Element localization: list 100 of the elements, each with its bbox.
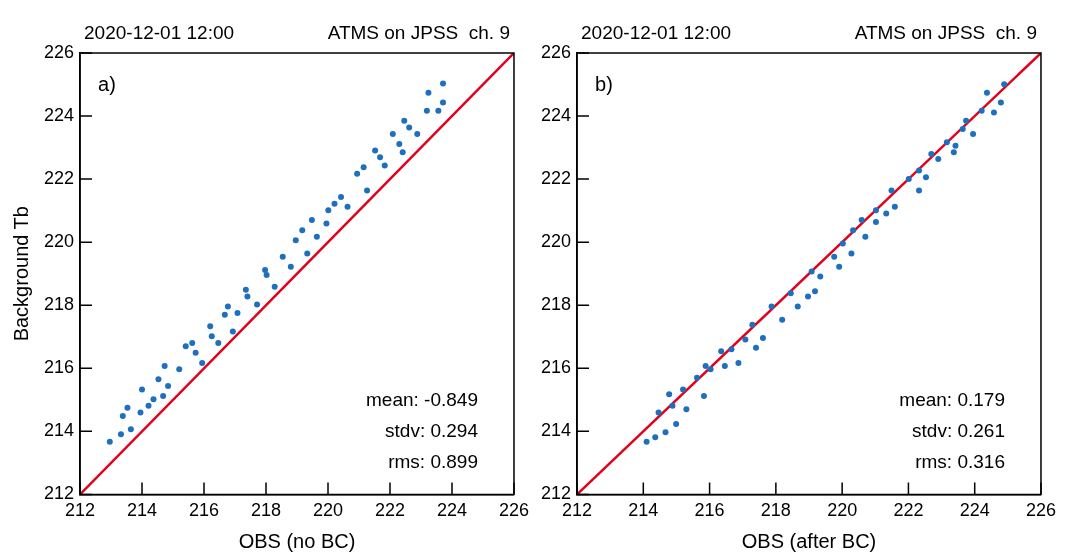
point [271, 283, 278, 290]
point [662, 429, 669, 436]
point [749, 321, 756, 328]
point [124, 404, 131, 411]
point [891, 203, 898, 210]
x-tick-label: 216 [188, 500, 220, 521]
y-tick-label: 222 [540, 168, 572, 189]
point [850, 227, 857, 234]
x-tick-label: 214 [628, 500, 659, 521]
point [425, 89, 432, 96]
point [199, 359, 206, 366]
point [836, 263, 843, 270]
y-tick-label: 224 [540, 105, 572, 126]
point [406, 124, 413, 131]
y-tick-label: 226 [540, 41, 572, 62]
point [721, 363, 728, 370]
point [922, 174, 929, 181]
point [263, 271, 270, 278]
x-tick-label: 220 [312, 500, 344, 521]
point [700, 393, 707, 400]
point [207, 323, 214, 330]
x-tick-label: 224 [959, 500, 990, 521]
chart-subtitle: ATMS on JPSS ch. 9 [854, 22, 1037, 43]
point [831, 253, 838, 260]
y-tick-label: 218 [43, 294, 75, 315]
point [364, 187, 371, 194]
y-tick-label: 218 [540, 294, 572, 315]
point [208, 333, 215, 340]
y-tick-label: 220 [540, 231, 572, 252]
point [905, 176, 912, 183]
point [848, 250, 855, 257]
point [221, 311, 228, 318]
y-tick-label: 216 [43, 357, 75, 378]
point [858, 217, 865, 224]
point [399, 149, 406, 156]
point [779, 316, 786, 323]
point [313, 233, 320, 240]
point [970, 131, 977, 138]
point [997, 99, 1004, 106]
point [182, 343, 189, 350]
point [694, 374, 700, 381]
point [160, 393, 167, 400]
point [229, 328, 236, 335]
point [299, 227, 306, 234]
point [106, 438, 113, 445]
point [728, 346, 735, 353]
chart-title: 2020-12-01 12:00 [581, 22, 732, 43]
point [950, 149, 957, 156]
x-tick-label: 214 [127, 500, 158, 521]
point [718, 348, 725, 355]
x-tick-label: 226 [1025, 500, 1057, 521]
point [401, 117, 408, 124]
point [655, 409, 662, 416]
point [396, 141, 403, 148]
point [673, 421, 680, 428]
point [808, 268, 815, 275]
point [680, 386, 687, 393]
point [215, 340, 222, 347]
y-tick-label: 214 [540, 420, 572, 441]
point [787, 290, 794, 297]
point [325, 207, 332, 214]
point [192, 349, 199, 356]
y-axis-title: Background Tb [9, 206, 32, 342]
point [805, 293, 812, 300]
point [308, 217, 315, 224]
point [304, 250, 311, 257]
x-tick-label: 218 [760, 500, 791, 521]
y-tick-label: 220 [43, 231, 75, 252]
point [839, 240, 846, 247]
point [862, 233, 869, 240]
point [360, 164, 367, 171]
point [440, 80, 446, 87]
point [119, 412, 126, 419]
x-tick-label: 218 [250, 500, 282, 521]
point [669, 402, 676, 409]
point [652, 434, 659, 441]
point [742, 336, 749, 343]
point [189, 340, 196, 347]
point [165, 382, 172, 389]
point [254, 301, 261, 308]
point [145, 402, 152, 409]
point [811, 288, 818, 295]
y-tick-label: 226 [43, 41, 75, 62]
x-axis-title: OBS (no BC) [238, 529, 356, 552]
point [928, 150, 935, 157]
point [952, 142, 959, 149]
point [292, 237, 299, 244]
y-tick-label: 222 [43, 168, 75, 189]
point [381, 162, 388, 169]
point [707, 366, 714, 373]
x-axis-title: OBS (after BC) [741, 529, 877, 552]
point [139, 386, 146, 393]
point [287, 263, 294, 270]
point [176, 366, 183, 373]
point [768, 303, 775, 310]
point [872, 207, 879, 214]
point [794, 303, 801, 310]
point [963, 117, 970, 124]
x-tick-label: 222 [893, 500, 924, 521]
y-tick-label: 214 [43, 420, 75, 441]
